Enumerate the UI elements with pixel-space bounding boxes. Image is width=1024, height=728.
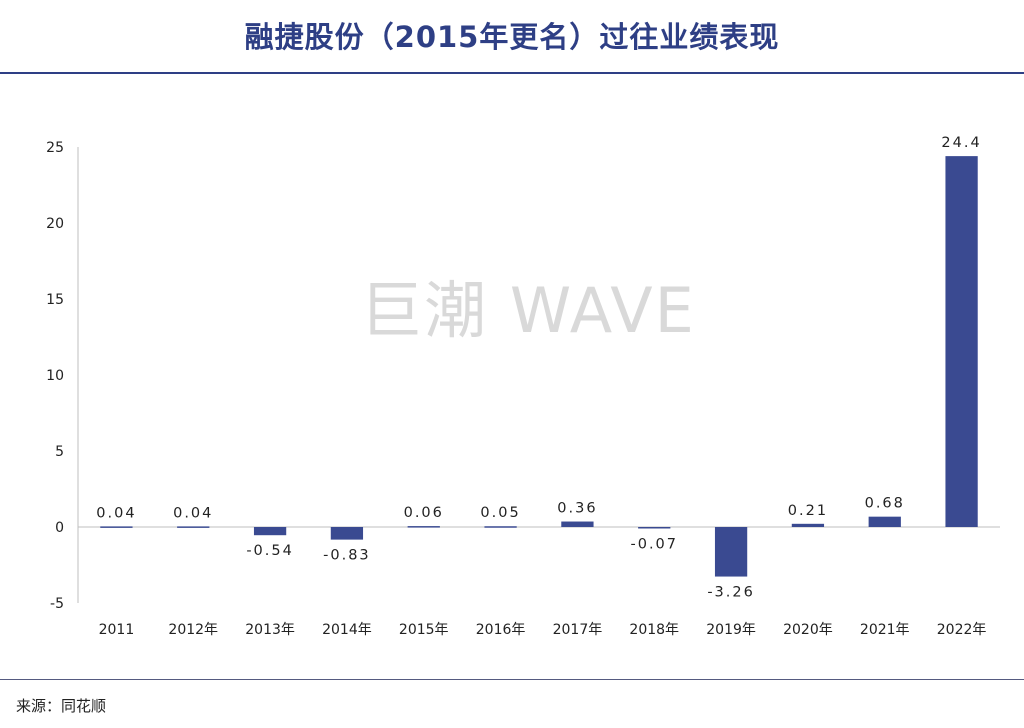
y-tick-label: 15 bbox=[46, 292, 64, 308]
data-label: -0.54 bbox=[246, 543, 294, 559]
x-tick-label: 2022年 bbox=[937, 622, 987, 638]
bar-2013年 bbox=[253, 527, 287, 536]
bar-2021年 bbox=[868, 516, 901, 527]
x-tick-label: 2020年 bbox=[783, 622, 833, 638]
bar-2016年 bbox=[484, 526, 517, 528]
y-tick-label: 20 bbox=[46, 216, 64, 232]
x-tick-label: 2014年 bbox=[322, 622, 372, 638]
watermark: 巨潮 WAVE bbox=[360, 274, 696, 347]
axis-layer: 25 20 15 10 5 0 -5 bbox=[46, 140, 1000, 612]
title-divider bbox=[0, 72, 1024, 74]
x-tick-label: 2019年 bbox=[706, 622, 756, 638]
bar-layer bbox=[100, 156, 978, 577]
x-tick-label: 2018年 bbox=[629, 622, 679, 638]
y-tick-label: 5 bbox=[55, 444, 64, 460]
data-label: 0.68 bbox=[865, 496, 905, 512]
bar-2020年 bbox=[791, 523, 825, 527]
x-tick-label: 2015年 bbox=[399, 622, 449, 638]
x-tick-label: 2013年 bbox=[245, 622, 295, 638]
data-label: -3.26 bbox=[707, 585, 755, 601]
label-layer: 0.04 2011 0.04 2012年 -0.54 2013年 -0.83 2014年 0.0… bbox=[96, 135, 986, 638]
bar-2012年 bbox=[177, 526, 210, 528]
bar-2019年 bbox=[714, 527, 748, 577]
y-tick-label: -5 bbox=[50, 596, 64, 612]
bar-2018年 bbox=[638, 527, 671, 529]
x-tick-label: 2021年 bbox=[860, 622, 910, 638]
source-note: 来源：同花顺 bbox=[16, 697, 107, 715]
x-tick-label: 2011 bbox=[99, 622, 135, 638]
bar-2022年 bbox=[945, 156, 978, 527]
y-tick-label: 0 bbox=[55, 520, 64, 536]
bar-2017年 bbox=[561, 521, 594, 527]
x-tick-label: 2017年 bbox=[553, 622, 603, 638]
y-tick-label: 25 bbox=[46, 140, 64, 156]
data-label: 0.04 bbox=[173, 505, 213, 521]
y-tick-label: 10 bbox=[46, 368, 64, 384]
data-label: 0.21 bbox=[788, 503, 828, 519]
footer-divider bbox=[0, 679, 1024, 680]
data-label: 24.4 bbox=[941, 135, 981, 151]
bar-2011 bbox=[100, 526, 133, 528]
bar-2014年 bbox=[330, 527, 364, 540]
page-title: 融捷股份（2015年更名）过往业绩表现 bbox=[244, 20, 780, 54]
data-label: 0.06 bbox=[404, 505, 444, 521]
data-label: -0.07 bbox=[630, 537, 678, 553]
x-tick-label: 2016年 bbox=[476, 622, 526, 638]
data-label: 0.36 bbox=[557, 501, 597, 517]
data-label: 0.04 bbox=[96, 505, 136, 521]
bar-2015年 bbox=[407, 526, 440, 528]
data-label: -0.83 bbox=[323, 548, 371, 564]
x-tick-label: 2012年 bbox=[168, 622, 218, 638]
data-label: 0.05 bbox=[480, 505, 520, 521]
